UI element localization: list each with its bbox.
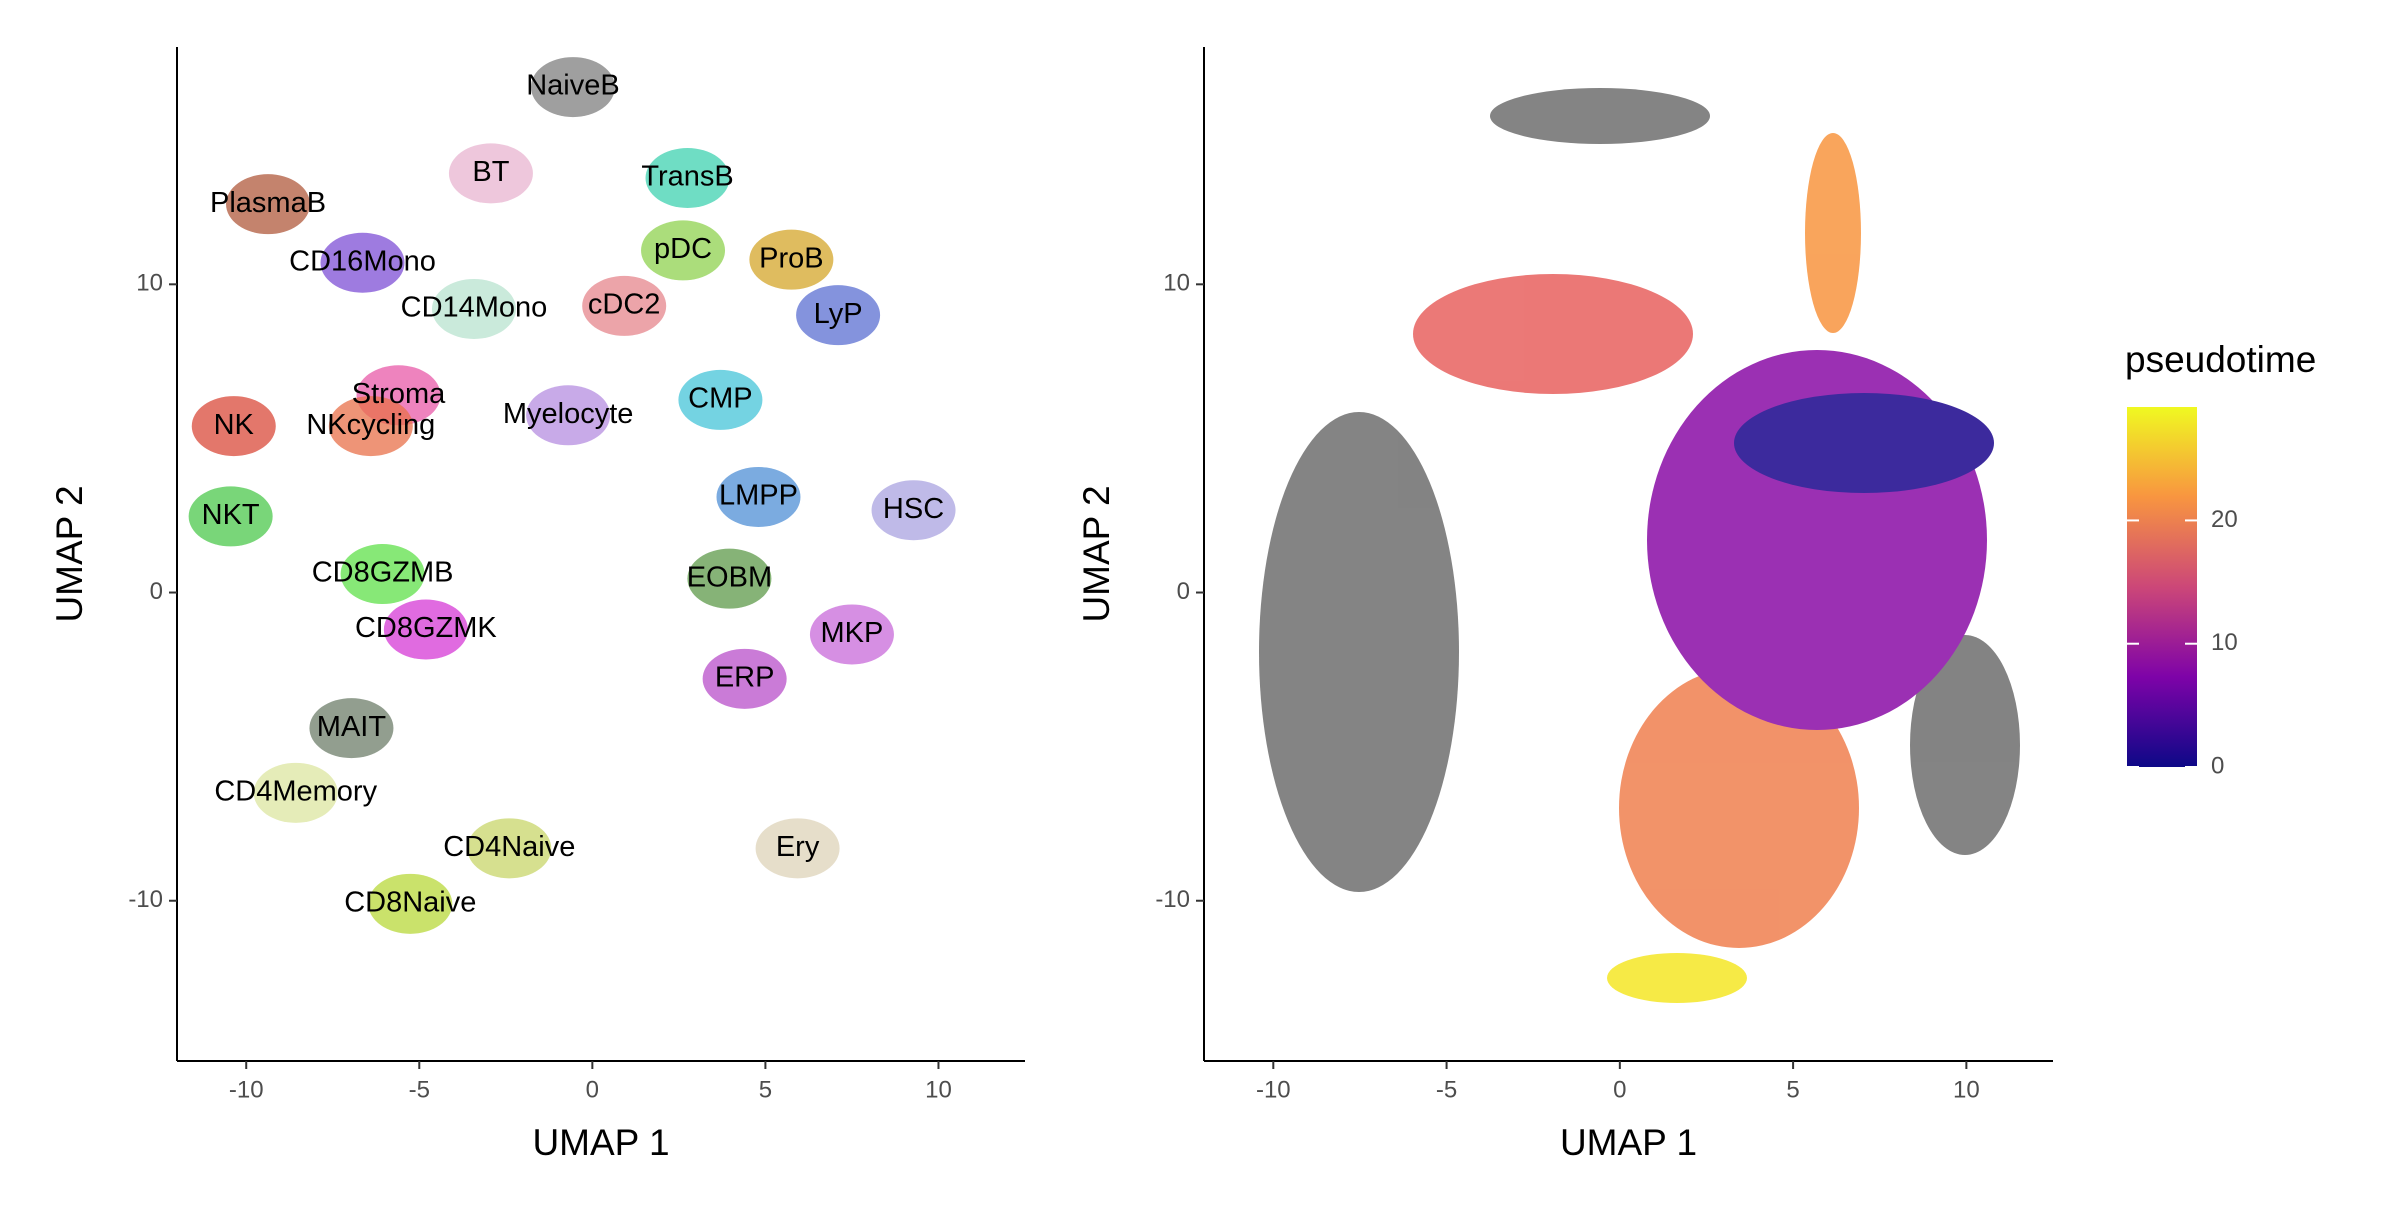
cluster-cloud — [328, 396, 413, 457]
colorbar-title: pseudotime — [2125, 339, 2316, 380]
cluster-label: CD16Mono — [289, 245, 436, 277]
x-axis-title: UMAP 1 — [532, 1122, 669, 1163]
cluster-label: Myelocyte — [503, 398, 634, 430]
cluster-cloud — [871, 480, 956, 541]
cluster-label: EOBM — [687, 561, 772, 593]
cluster-label: HSC — [883, 493, 944, 525]
cluster-label: BT — [472, 156, 509, 188]
cluster-cloud — [253, 762, 338, 823]
cluster-label: NK — [214, 409, 255, 441]
x-axis-title: UMAP 1 — [1560, 1122, 1697, 1163]
cluster-label: Stroma — [352, 378, 446, 410]
cluster-cloud — [226, 174, 311, 235]
x-tick-label: -5 — [409, 1076, 430, 1103]
cluster-cloud — [431, 278, 516, 339]
cloud — [1910, 635, 2020, 855]
cluster-cloud — [309, 698, 394, 759]
x-tick-label: 5 — [759, 1076, 772, 1103]
cluster-label: Ery — [776, 831, 820, 863]
y-axis-title: UMAP 2 — [1076, 485, 1117, 622]
y-tick-label: -10 — [128, 886, 163, 913]
cluster-cloud — [467, 818, 552, 879]
cloud — [1734, 393, 1994, 493]
cluster-cloud — [340, 544, 425, 605]
x-tick-label: -10 — [1256, 1076, 1291, 1103]
cluster-label: TransB — [641, 161, 733, 193]
cluster-cloud — [383, 599, 468, 660]
x-tick-label: 10 — [925, 1076, 952, 1103]
y-tick-label: -10 — [1155, 886, 1190, 913]
cluster-label: pDC — [654, 233, 712, 265]
cluster-label: MAIT — [317, 711, 387, 743]
cluster-cloud — [530, 57, 615, 118]
y-axis-title: UMAP 2 — [49, 485, 90, 622]
cluster-cloud — [191, 396, 276, 457]
x-tick-label: 5 — [1786, 1076, 1799, 1103]
x-tick-label: 0 — [1613, 1076, 1626, 1103]
cloud — [1490, 88, 1710, 144]
cluster-label: NKT — [202, 499, 260, 531]
cluster-label: LMPP — [719, 480, 798, 512]
cluster-label: CD14Mono — [401, 292, 548, 324]
cloud — [1259, 412, 1459, 892]
x-tick-label: 10 — [1953, 1076, 1980, 1103]
cluster-cloud — [755, 818, 840, 879]
cluster-cloud — [641, 220, 726, 281]
cluster-label: NaiveB — [526, 70, 620, 102]
colorbar-tick-label: 20 — [2211, 506, 2238, 533]
cluster-cloud — [188, 486, 273, 547]
cloud — [1413, 274, 1693, 394]
cluster-label: ERP — [715, 661, 775, 693]
cluster-cloud — [368, 873, 453, 934]
cluster-cloud — [796, 285, 881, 346]
cluster-label: PlasmaB — [210, 187, 326, 219]
cluster-label: MKP — [821, 617, 884, 649]
cluster-label: CD4Naive — [443, 831, 575, 863]
cluster-cloud — [716, 466, 801, 527]
cluster-label: LyP — [814, 298, 863, 330]
cluster-cloud — [526, 385, 611, 446]
cluster-cloud — [809, 604, 894, 665]
x-tick-label: -5 — [1436, 1076, 1457, 1103]
cluster-label: cDC2 — [588, 289, 661, 321]
cluster-cloud — [749, 229, 834, 290]
x-tick-label: 0 — [586, 1076, 599, 1103]
colorbar-tick-label: 10 — [2211, 629, 2238, 656]
cluster-cloud — [320, 232, 405, 293]
cluster-cloud — [582, 275, 667, 336]
cluster-label: CD8Naive — [344, 886, 476, 918]
cloud — [1619, 668, 1859, 948]
colorbar — [2127, 407, 2197, 767]
cluster-cloud — [687, 548, 772, 609]
y-tick-label: 10 — [136, 270, 163, 297]
cluster-label: CD8GZMB — [312, 557, 454, 589]
cluster-cloud — [448, 143, 533, 204]
x-tick-label: -10 — [229, 1076, 264, 1103]
cluster-label: NKcycling — [306, 409, 435, 441]
cluster-label: ProB — [759, 242, 823, 274]
cluster-cloud — [702, 648, 787, 709]
cluster-label: CD8GZMK — [355, 612, 497, 644]
cluster-label: CMP — [688, 383, 752, 415]
cluster-cloud — [645, 147, 730, 208]
colorbar-tick-label: 0 — [2211, 752, 2224, 779]
pseudotime-clouds — [1259, 88, 2020, 1003]
cluster-cloud — [678, 369, 763, 430]
y-tick-label: 0 — [150, 578, 163, 605]
cluster-label: CD4Memory — [214, 776, 377, 808]
y-tick-label: 0 — [1177, 578, 1190, 605]
cloud — [1805, 133, 1861, 333]
cloud — [1607, 953, 1747, 1003]
y-tick-label: 10 — [1163, 270, 1190, 297]
